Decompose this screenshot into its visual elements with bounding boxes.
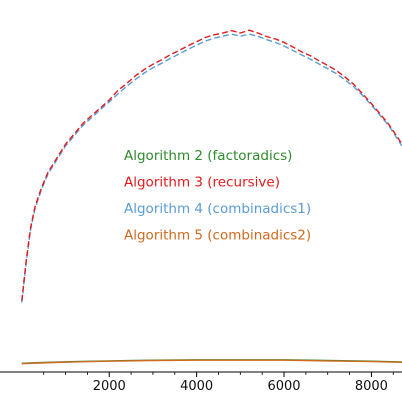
legend: Algorithm 2 (factoradics) Algorithm 3 (re… <box>124 148 311 244</box>
panel-label: ) <box>0 12 1 37</box>
x-axis-ticks: 2000 4000 6000 8000 <box>43 372 394 394</box>
series-layer <box>21 29 402 365</box>
legend-entry-algorithm-3-recursive: Algorithm 3 (recursive) <box>124 175 280 191</box>
series-line-algorithm-5-combinadics2 <box>21 359 402 365</box>
legend-entry-algorithm-5-combinadics2: Algorithm 5 (combinadics2) <box>124 228 311 244</box>
x-tick-label: 6000 <box>267 379 300 394</box>
legend-entry-algorithm-4-combinadics1: Algorithm 4 (combinadics1) <box>124 201 311 217</box>
series-line-algorithm-4-combinadics1 <box>21 33 402 303</box>
x-tick-label: 8000 <box>355 379 388 394</box>
x-tick-label: 4000 <box>180 379 213 394</box>
series-line-algorithm-3-recursive <box>21 29 402 301</box>
x-tick-label: 2000 <box>93 379 126 394</box>
legend-entry-algorithm-2-factoradics: Algorithm 2 (factoradics) <box>124 148 292 164</box>
